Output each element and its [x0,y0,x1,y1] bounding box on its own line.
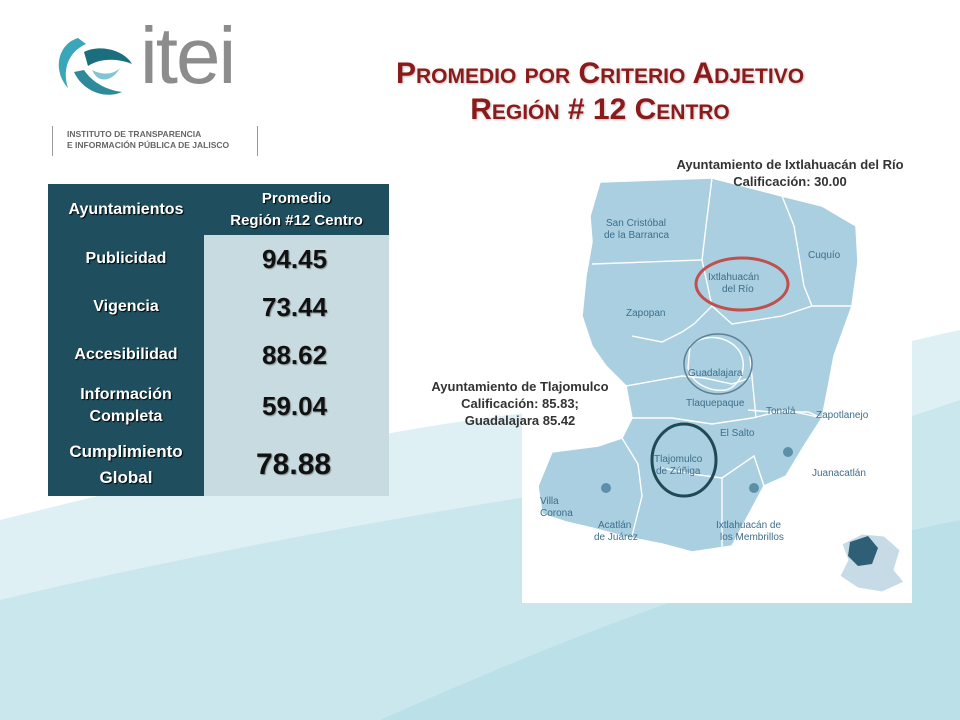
row-label-global: Global [99,467,153,487]
highlight-guadalajara [683,333,753,395]
annotation-tlajomulco: Ayuntamiento de Tlajomulco Calificación:… [400,378,640,429]
table-row-label: Publicidad [48,235,204,283]
map-label-tlajomulco: Tlajomulco [654,454,703,465]
title-line2: Región # 12 Centro [470,93,730,126]
map-label-tlaquepaque: Tlaquepaque [686,398,745,409]
row-label-publicidad: Publicidad [85,250,167,267]
map-label-ixtlahuacan-membrillos-2: los Membrillos [720,532,784,543]
annotation-ixtlahuacan-line2: Calificación: 30.00 [733,174,847,189]
table-header-right-line1: Promedio [261,189,332,207]
inset-region-shape [848,536,878,566]
highlight-tlajomulco [650,422,718,498]
table-row-value: 78.88 [204,433,389,496]
map-label-villa-corona: Villa [540,496,559,507]
page-title: Promedio por Criterio Adjetivo Región # … [300,56,900,128]
map-label-guadalajara: Guadalajara [688,368,743,379]
row-label-informacion: Información [80,386,172,403]
map-label-zapopan: Zapopan [626,308,665,319]
title-line1: Promedio por Criterio Adjetivo [395,57,805,90]
region-map: San Cristóbal de la Barranca Ixtlahuacán… [522,156,912,603]
map-label-san-cristobal-2: de la Barranca [604,230,669,241]
map-label-el-salto: El Salto [720,428,755,439]
map-label-zapotlanejo: Zapotlanejo [816,410,869,421]
row-label-completa: Completa [89,408,163,425]
map-label-acatlan: Acatlán [598,520,631,531]
table-header-right-line2: Región #12 Centro [230,211,363,229]
map-label-juanacatlan: Juanacatlán [812,468,866,479]
logo-swirl-icon [58,38,132,95]
dot-ixtlahuacan-membrillos [749,483,759,493]
table-header-right: Promedio Región #12 Centro [204,184,389,235]
annotation-tlajomulco-line2: Calificación: 85.83; [461,396,579,411]
scores-table: Ayuntamientos Promedio Región #12 Centro… [48,184,389,496]
table-row-label: Cumplimiento Global [48,433,204,496]
annotation-ixtlahuacan-line1: Ayuntamiento de Ixtlahuacán del Río [676,157,904,172]
table-row-value: 59.04 [204,379,389,433]
row-label-cumplimiento: Cumplimiento [69,441,183,461]
annotation-tlajomulco-line1: Ayuntamiento de Tlajomulco [431,379,609,394]
map-label-ixtlahuacan-membrillos: Ixtlahuacán de [716,520,781,531]
map-label-san-cristobal: San Cristóbal [606,218,666,229]
table-row-label: Vigencia [48,283,204,331]
row-label-accesibilidad: Accesibilidad [74,346,178,363]
logo-wordmark: itei [140,11,236,100]
highlight-ixtlahuacan-del-rio [694,256,790,312]
table-row-value: 73.44 [204,283,389,331]
map-region-shape [537,177,859,553]
map-label-tlajomulco-2: de Zúñiga [656,466,701,477]
map-label-villa-corona-2: Corona [540,508,573,519]
logo-subtitle: INSTITUTO DE TRANSPARENCIA E INFORMACIÓN… [52,126,258,156]
annotation-tlajomulco-line3: Guadalajara 85.42 [464,413,576,428]
logo-subtitle-line1: INSTITUTO DE TRANSPARENCIA [67,129,202,139]
table-row-label: Accesibilidad [48,331,204,379]
region-map-svg: San Cristóbal de la Barranca Ixtlahuacán… [537,177,905,593]
logo-subtitle-line2: E INFORMACIÓN PÚBLICA DE JALISCO [67,140,230,150]
map-label-acatlan-2: de Juárez [594,532,638,543]
itei-logo: itei INSTITUTO DE TRANSPARENCIA E INFORM… [48,16,278,160]
annotation-ixtlahuacan: Ayuntamiento de Ixtlahuacán del Río Cali… [640,156,940,190]
row-label-vigencia: Vigencia [93,298,159,315]
dot-juanacatlan [783,447,793,457]
map-label-cuquio: Cuquío [808,250,841,261]
table-row-value: 88.62 [204,331,389,379]
table-header-left: Ayuntamientos [48,184,204,235]
map-label-ixtlahuacan-2: del Río [722,284,754,295]
table-row-value: 94.45 [204,235,389,283]
map-label-ixtlahuacan: Ixtlahuacán [708,272,759,283]
dot-acatlan [601,483,611,493]
map-label-tonala: Tonalá [766,406,796,417]
table-row-label: Información Completa [48,379,204,433]
